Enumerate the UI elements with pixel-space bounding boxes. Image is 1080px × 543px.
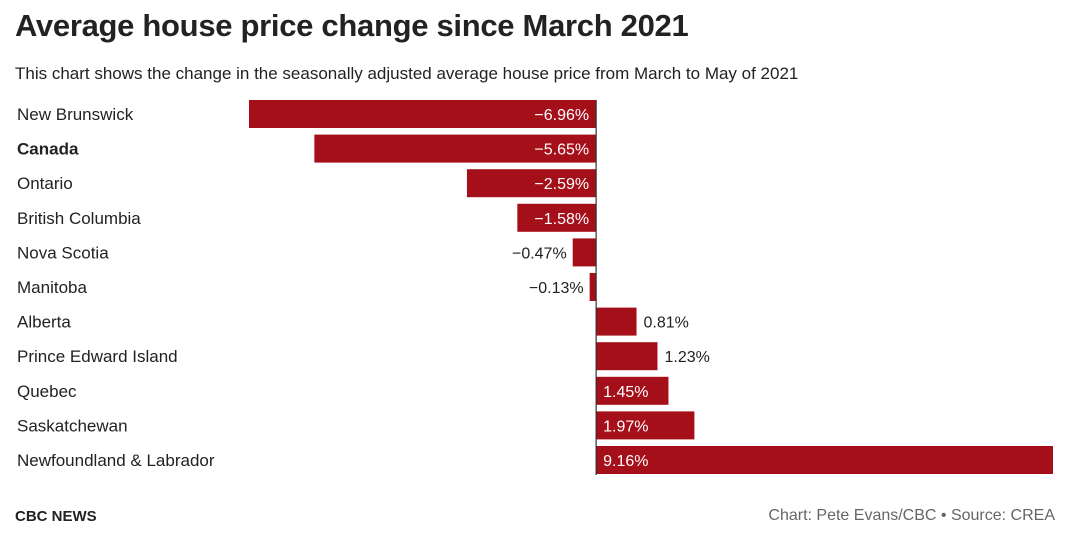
bar-quebec	[596, 376, 669, 405]
bar-nova-scotia	[572, 238, 597, 267]
bar-british-columbia	[517, 203, 597, 232]
category-label-quebec: Quebec	[17, 382, 77, 401]
category-label-british-columbia: British Columbia	[17, 209, 141, 228]
category-label-canada: Canada	[17, 140, 79, 159]
value-label-new-brunswick: −6.96%	[534, 107, 589, 124]
chart-title: Average house price change since March 2…	[15, 8, 689, 43]
category-label-newfoundland-labrador: Newfoundland & Labrador	[17, 451, 215, 470]
category-label-ontario: Ontario	[17, 174, 73, 193]
value-label-saskatchewan: 1.97%	[603, 418, 648, 435]
bar-prince-edward-island	[596, 342, 658, 371]
category-label-saskatchewan: Saskatchewan	[17, 416, 128, 435]
value-label-quebec: 1.45%	[603, 384, 648, 401]
bar-manitoba	[589, 273, 597, 301]
value-label-alberta: 0.81%	[644, 315, 689, 332]
value-label-british-columbia: −1.58%	[534, 211, 589, 228]
category-label-alberta: Alberta	[17, 313, 71, 332]
value-label-ontario: −2.59%	[534, 176, 589, 193]
bar-alberta	[596, 307, 637, 336]
bar-canada	[314, 134, 597, 163]
category-label-prince-edward-island: Prince Edward Island	[17, 347, 178, 366]
value-label-manitoba: −0.13%	[529, 280, 584, 297]
category-label-manitoba: Manitoba	[17, 278, 87, 297]
category-label-new-brunswick: New Brunswick	[17, 105, 134, 124]
chart-subtitle: This chart shows the change in the seaso…	[15, 64, 799, 83]
value-label-newfoundland-labrador: 9.16%	[603, 453, 648, 470]
value-label-prince-edward-island: 1.23%	[664, 349, 709, 366]
bar-newfoundland-labrador	[596, 446, 1053, 474]
value-label-nova-scotia: −0.47%	[512, 245, 567, 262]
bar-new-brunswick	[249, 100, 597, 128]
bar-ontario	[466, 169, 597, 198]
bar-saskatchewan	[596, 411, 695, 440]
source-credit: Chart: Pete Evans/CBC • Source: CREA	[768, 507, 1055, 524]
category-label-nova-scotia: Nova Scotia	[17, 243, 109, 262]
value-label-canada: −5.65%	[534, 142, 589, 159]
brand-logo-text: CBC NEWS	[15, 508, 97, 525]
